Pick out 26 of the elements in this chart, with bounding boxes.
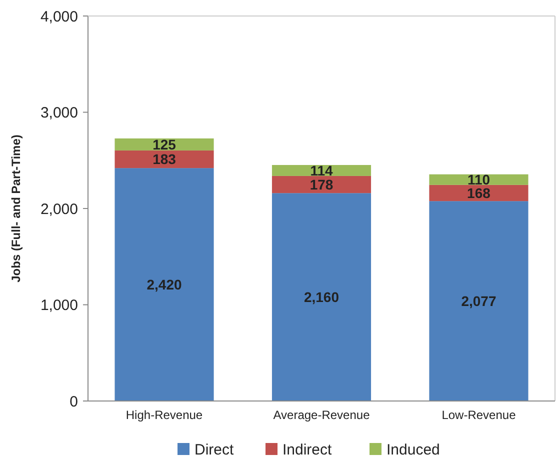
bar [272, 193, 372, 401]
bar [114, 168, 214, 401]
data-label: 2,420 [146, 276, 182, 292]
y-tick-label: 1,000 [40, 297, 78, 314]
bar [429, 201, 528, 401]
y-tick-label: 0 [70, 393, 78, 410]
bar [272, 164, 372, 176]
bar [114, 150, 214, 168]
y-tick-label: 3,000 [40, 104, 78, 122]
x-tick-label: Average-Revenue [273, 408, 370, 422]
data-label: 114 [310, 162, 334, 178]
y-tick-label: 2,000 [40, 200, 78, 218]
data-label: 2,160 [304, 288, 340, 305]
x-tick-label: Low-Revenue [442, 408, 516, 422]
data-label: 125 [152, 136, 176, 152]
y-axis-title: Jobs (Full- and Part-Time) [9, 134, 23, 282]
legend-label: Indirect [282, 441, 333, 458]
data-label: 2,077 [461, 292, 496, 309]
legend-label: Direct [194, 441, 234, 458]
legend-label: Induced [386, 441, 440, 458]
bar [272, 176, 372, 194]
y-tick-label: 4,000 [40, 8, 78, 26]
bar [429, 184, 528, 202]
data-label: 183 [152, 151, 176, 168]
x-tick-label: High-Revenue [126, 408, 203, 422]
data-label: 178 [310, 176, 334, 192]
